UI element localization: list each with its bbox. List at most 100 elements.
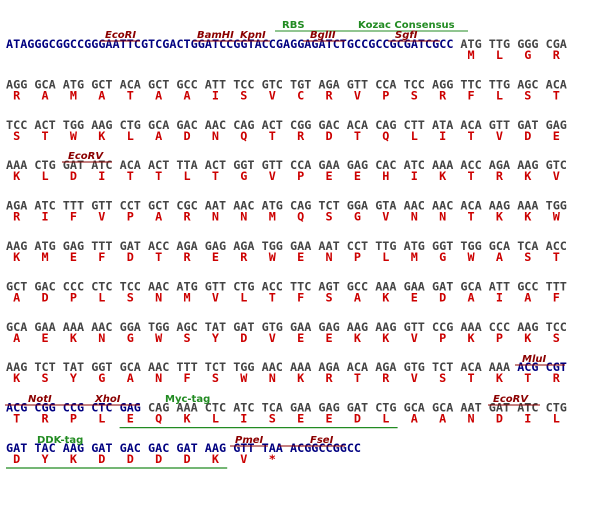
amino-acid: S [411, 88, 418, 102]
codon: GAA [290, 239, 311, 253]
codon: GCT [6, 279, 27, 293]
amino-acid: N [467, 412, 474, 426]
amino-acid: T [269, 290, 276, 304]
amino-acid: N [240, 210, 247, 224]
amino-acid: A [41, 88, 48, 102]
codon: TTC [290, 279, 311, 293]
amino-acid: G [98, 371, 105, 385]
amino-acid: T [524, 371, 531, 385]
codon: GAA [290, 401, 311, 415]
amino-acid: E [553, 129, 560, 143]
feature-label: EcoRV [68, 151, 104, 162]
codon: GTA [375, 199, 396, 213]
codon: AGG [432, 77, 453, 91]
amino-acid: R [41, 412, 49, 426]
amino-acid: A [354, 290, 361, 304]
amino-acid: L [41, 169, 48, 183]
amino-acid: G [439, 250, 446, 264]
codon: TCC [404, 77, 425, 91]
amino-acid: D [325, 129, 332, 143]
codon: TAT [205, 320, 226, 334]
codon: AAG [517, 320, 538, 334]
codon: AAC [233, 199, 254, 213]
codon: TTT [546, 279, 567, 293]
amino-acid: W [240, 371, 248, 385]
codon: ACA [120, 77, 141, 91]
codon: AAA [63, 320, 84, 334]
codon: AGA [375, 360, 396, 374]
amino-acid: T [354, 371, 361, 385]
codon: AGA [318, 77, 339, 91]
amino-acid: I [240, 412, 247, 426]
amino-acid: D [183, 452, 190, 466]
amino-acid: M [70, 88, 77, 102]
amino-acid: K [524, 210, 532, 224]
codon: GGG [517, 37, 538, 51]
amino-acid: T [127, 88, 134, 102]
amino-acid: E [297, 412, 304, 426]
amino-acid: D [155, 452, 162, 466]
codon: ATT [489, 279, 510, 293]
codon: TCA [262, 401, 283, 415]
amino-acid: E [411, 290, 418, 304]
amino-acid: Q [297, 210, 304, 224]
codon: ATC [404, 158, 425, 172]
codon: TTT [63, 199, 84, 213]
amino-acid: A [524, 290, 531, 304]
codon: GAT [120, 239, 141, 253]
codon: CGG [34, 401, 55, 415]
amino-acid: K [382, 290, 390, 304]
feature-label: KpnI [240, 30, 266, 41]
amino-acid: A [439, 412, 446, 426]
codon: CAG [375, 118, 396, 132]
codon: AGA [176, 239, 197, 253]
codon: ACC [546, 239, 567, 253]
codon: GAG [318, 401, 339, 415]
codon: AGG [6, 77, 27, 91]
feature-label: MluI [522, 354, 546, 365]
amino-acid: K [524, 331, 532, 345]
feature-label: RBS [282, 20, 305, 31]
amino-acid: L [411, 129, 418, 143]
codon: AAG [347, 320, 368, 334]
codon: GGA [347, 199, 368, 213]
amino-acid: R [553, 371, 561, 385]
codon: ATA [432, 118, 453, 132]
amino-acid: G [524, 48, 531, 62]
amino-acid: A [155, 210, 162, 224]
codon: ACA [460, 360, 481, 374]
codon: GCT [91, 77, 112, 91]
codon: AAG [375, 320, 396, 334]
amino-acid: I [496, 290, 503, 304]
amino-acid: G [127, 331, 134, 345]
codon: GGA [120, 320, 141, 334]
codon: AAC [404, 199, 425, 213]
amino-acid: K [382, 331, 390, 345]
codon: GTT [233, 441, 254, 455]
codon: GCA [460, 279, 481, 293]
codon: CCA [290, 158, 311, 172]
amino-acid: V [354, 88, 361, 102]
amino-acid: G [354, 210, 361, 224]
amino-acid: R [240, 250, 248, 264]
codon: AGA [489, 158, 510, 172]
amino-acid: D [13, 452, 20, 466]
codon: GCT [148, 199, 169, 213]
amino-acid: T [467, 169, 474, 183]
codon: GAT [489, 401, 510, 415]
amino-acid: Q [240, 129, 247, 143]
codon: CTG [546, 401, 567, 415]
amino-acid: N [325, 250, 332, 264]
amino-acid: E [41, 331, 48, 345]
codon: AAT [205, 199, 226, 213]
codon: AAG [517, 158, 538, 172]
codon: TGG [63, 118, 84, 132]
amino-acid: E [297, 331, 304, 345]
codon: GCA [6, 320, 27, 334]
codon: CAG [148, 401, 169, 415]
amino-acid: P [127, 210, 134, 224]
codon: GCC [176, 77, 197, 91]
codon: ACG [6, 401, 27, 415]
amino-acid: R [382, 371, 390, 385]
amino-acid: * [269, 452, 276, 466]
